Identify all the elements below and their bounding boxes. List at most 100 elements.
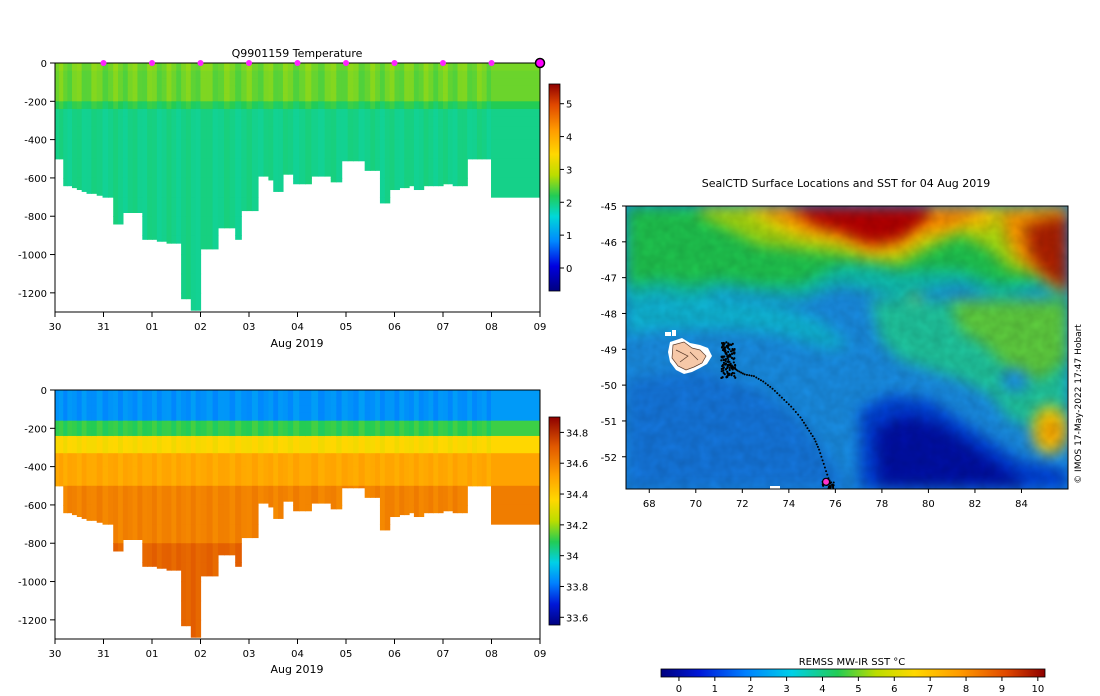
salinity-cell <box>55 428 60 437</box>
salinity-cell <box>318 390 326 399</box>
temperature-cell <box>96 93 104 102</box>
temperature-cell <box>171 101 177 110</box>
salinity-cell <box>108 443 114 454</box>
temperature-cell <box>293 177 300 185</box>
temperature-cell <box>389 101 396 110</box>
temperature-cell <box>224 197 231 217</box>
track-point <box>734 376 737 379</box>
temperature-cell <box>433 78 439 87</box>
salinity-cell <box>293 466 300 487</box>
salinity-cell <box>224 420 231 429</box>
temperature-cell <box>195 63 202 72</box>
temperature-cell <box>278 70 284 79</box>
lon-tick-label: 70 <box>689 499 702 510</box>
temperature-cell <box>384 101 391 110</box>
salinity-cell <box>122 390 129 399</box>
salinity-cell <box>336 420 343 429</box>
salinity-cell <box>341 435 349 445</box>
temperature-cell <box>413 177 420 191</box>
salinity-cell <box>86 390 92 399</box>
salinity-cell <box>76 453 83 468</box>
track-point <box>813 437 816 440</box>
salinity-cell <box>447 485 454 506</box>
salinity-cell <box>166 453 172 468</box>
salinity-cell <box>273 420 279 429</box>
temperature-cell <box>55 116 60 127</box>
salinity-cell <box>122 397 129 406</box>
temperature-cell <box>206 126 214 141</box>
salinity-cell <box>176 485 182 506</box>
temperature-cell <box>212 93 219 102</box>
temperature-cell <box>341 93 349 102</box>
temperature-cell <box>67 63 73 72</box>
salinity-cell <box>63 435 68 445</box>
temperature-cell <box>257 108 265 118</box>
salinity-cell <box>452 428 459 437</box>
salinity-cell <box>404 466 410 487</box>
temperature-cell <box>166 108 172 118</box>
temperature-cell <box>418 177 425 191</box>
salinity-cell <box>246 397 253 406</box>
temperature-cell <box>81 139 88 160</box>
temperature-cell <box>462 101 468 110</box>
salinity-cell <box>379 397 386 406</box>
sst-colorbar-tick-label: 3 <box>783 684 789 695</box>
track-point <box>792 408 795 411</box>
x-tick-label: 09 <box>534 322 547 333</box>
temperature-cell <box>235 197 242 217</box>
temperature-cell <box>171 158 177 179</box>
temperature-cell <box>375 126 381 141</box>
salinity-y-axis: 0-200-400-600-800-1000-1200 <box>18 386 55 627</box>
salinity-cell <box>181 453 187 468</box>
salinity-cell <box>224 485 231 506</box>
profile-marker <box>197 60 204 66</box>
temperature-cell <box>358 70 366 79</box>
temperature-cell <box>481 85 488 95</box>
salinity-cell <box>102 390 109 399</box>
salinity-cell <box>195 600 202 621</box>
salinity-cell <box>282 397 289 406</box>
salinity-cell <box>370 428 376 437</box>
temperature-cell <box>76 126 83 141</box>
track-point <box>809 432 812 435</box>
salinity-cell <box>181 562 187 583</box>
temperature-cell <box>212 101 219 110</box>
temperature-cell <box>171 63 177 72</box>
temperature-cell <box>76 85 83 95</box>
salinity-cell <box>195 581 202 602</box>
temperature-cell <box>76 101 83 110</box>
temperature-cell <box>142 78 148 87</box>
salinity-cell <box>341 420 349 429</box>
temperature-cell <box>152 63 158 72</box>
temperature-cell <box>472 85 478 95</box>
temperature-cell <box>433 101 439 110</box>
temperature-cell <box>384 93 391 102</box>
salinity-cell <box>137 428 143 437</box>
salinity-cell <box>324 485 332 504</box>
x-tick-label: 06 <box>388 322 401 333</box>
salinity-cell <box>137 397 143 406</box>
salinity-cell <box>347 428 354 437</box>
salinity-cell <box>347 453 354 468</box>
salinity-cell <box>399 485 405 506</box>
temperature-cell <box>176 216 182 236</box>
temperature-cell <box>318 108 326 118</box>
temperature-cell <box>443 177 449 185</box>
profile-marker <box>440 60 446 66</box>
temperature-cell <box>278 78 284 87</box>
track-point <box>734 367 737 370</box>
temperature-cell <box>394 158 400 179</box>
temperature-cell <box>171 116 177 127</box>
salinity-cell <box>462 412 468 422</box>
salinity-cell <box>71 504 78 516</box>
colorbar-tick-label: 34.6 <box>566 459 588 470</box>
salinity-cell <box>206 390 214 399</box>
track-point <box>728 368 731 372</box>
track-point <box>748 374 751 377</box>
temperature-cell <box>212 70 219 79</box>
temperature-cell <box>171 235 177 244</box>
temperature-cell <box>235 126 242 141</box>
track-point <box>728 364 731 367</box>
salinity-cell <box>452 405 459 414</box>
salinity-cell <box>147 428 153 437</box>
